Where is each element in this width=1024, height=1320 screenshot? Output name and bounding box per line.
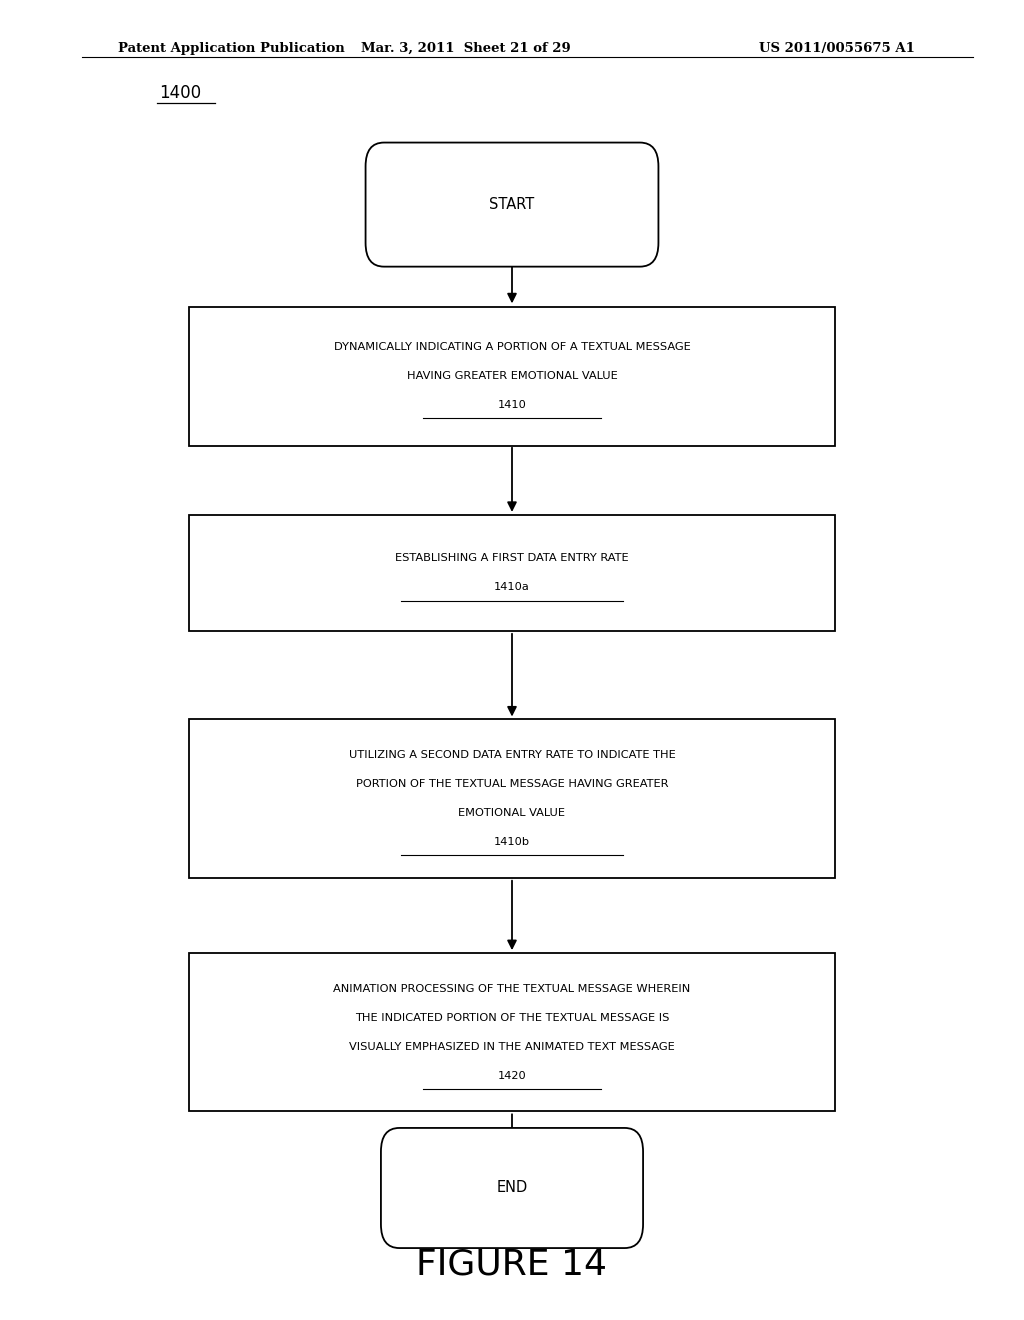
Text: ESTABLISHING A FIRST DATA ENTRY RATE: ESTABLISHING A FIRST DATA ENTRY RATE xyxy=(395,553,629,564)
Text: 1410a: 1410a xyxy=(495,582,529,593)
Text: Patent Application Publication: Patent Application Publication xyxy=(118,42,344,55)
Text: Mar. 3, 2011  Sheet 21 of 29: Mar. 3, 2011 Sheet 21 of 29 xyxy=(361,42,570,55)
Text: VISUALLY EMPHASIZED IN THE ANIMATED TEXT MESSAGE: VISUALLY EMPHASIZED IN THE ANIMATED TEXT… xyxy=(349,1041,675,1052)
Text: US 2011/0055675 A1: US 2011/0055675 A1 xyxy=(759,42,914,55)
Text: THE INDICATED PORTION OF THE TEXTUAL MESSAGE IS: THE INDICATED PORTION OF THE TEXTUAL MES… xyxy=(354,1012,670,1023)
FancyBboxPatch shape xyxy=(366,143,658,267)
FancyBboxPatch shape xyxy=(381,1127,643,1249)
Text: 1400: 1400 xyxy=(159,84,201,103)
Text: START: START xyxy=(489,197,535,213)
Text: DYNAMICALLY INDICATING A PORTION OF A TEXTUAL MESSAGE: DYNAMICALLY INDICATING A PORTION OF A TE… xyxy=(334,342,690,352)
Text: UTILIZING A SECOND DATA ENTRY RATE TO INDICATE THE: UTILIZING A SECOND DATA ENTRY RATE TO IN… xyxy=(348,750,676,760)
Bar xyxy=(189,308,835,446)
Bar xyxy=(189,719,835,878)
Text: HAVING GREATER EMOTIONAL VALUE: HAVING GREATER EMOTIONAL VALUE xyxy=(407,371,617,381)
Bar xyxy=(189,515,835,631)
Text: 1410: 1410 xyxy=(498,400,526,411)
Text: FIGURE 14: FIGURE 14 xyxy=(417,1247,607,1282)
Text: ANIMATION PROCESSING OF THE TEXTUAL MESSAGE WHEREIN: ANIMATION PROCESSING OF THE TEXTUAL MESS… xyxy=(334,983,690,994)
Text: PORTION OF THE TEXTUAL MESSAGE HAVING GREATER: PORTION OF THE TEXTUAL MESSAGE HAVING GR… xyxy=(355,779,669,789)
Text: END: END xyxy=(497,1180,527,1196)
Text: EMOTIONAL VALUE: EMOTIONAL VALUE xyxy=(459,808,565,818)
Bar xyxy=(189,953,835,1111)
Text: 1420: 1420 xyxy=(498,1071,526,1081)
Text: 1410b: 1410b xyxy=(494,837,530,847)
